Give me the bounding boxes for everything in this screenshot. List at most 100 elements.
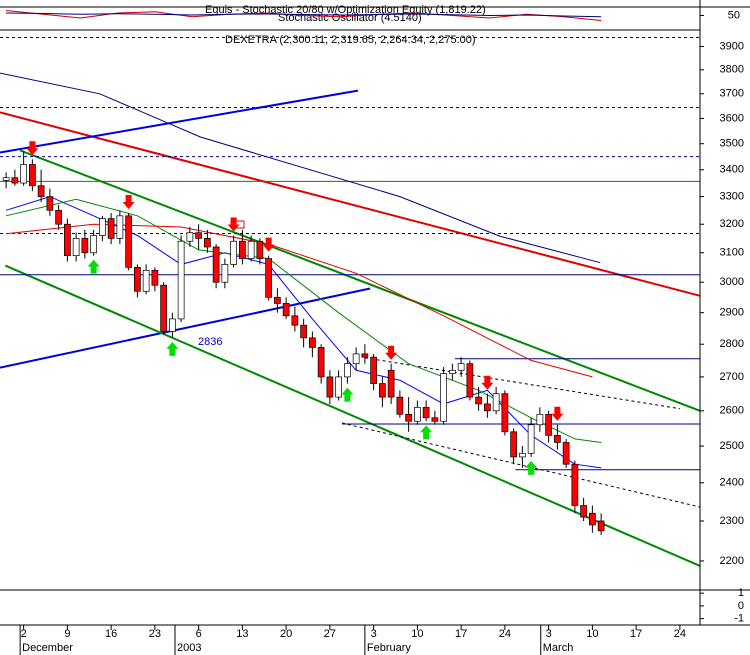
candle-body <box>20 164 27 184</box>
candle-body <box>107 218 115 239</box>
candle-body <box>46 196 54 211</box>
candle-body <box>597 520 605 532</box>
candle-body <box>431 417 439 422</box>
candle-body <box>519 452 526 458</box>
x-tick-label: 24 <box>499 628 511 640</box>
candle-body <box>536 413 544 426</box>
candle-body <box>562 442 570 465</box>
y-tick-label: 2400 <box>720 477 744 489</box>
candle-body <box>116 215 124 239</box>
y-tick-label: 3000 <box>720 276 744 288</box>
x-tick-label: 24 <box>674 628 686 640</box>
stochastic-line <box>6 12 602 18</box>
candle-body <box>326 376 334 398</box>
candle-body <box>134 267 141 292</box>
month-label: March <box>543 642 574 654</box>
y-tick-label: 2200 <box>720 555 744 567</box>
y-tick-label: 2600 <box>720 405 744 417</box>
month-label: December <box>22 642 73 654</box>
candle-body <box>370 356 377 384</box>
y-tick-label: 3800 <box>720 64 744 76</box>
y-tick-label: 2800 <box>720 338 744 350</box>
candle-body <box>11 177 19 184</box>
trendline-line <box>19 149 701 412</box>
candle-body <box>352 353 360 365</box>
candle-body <box>457 363 465 371</box>
x-tick-label: 27 <box>324 628 336 640</box>
candle-body <box>204 238 211 248</box>
x-tick-label: 10 <box>586 628 598 640</box>
candle-body <box>99 218 106 236</box>
candle-body <box>55 209 62 225</box>
candle-body <box>510 431 517 458</box>
x-tick-label: 10 <box>411 628 423 640</box>
candle-body <box>265 258 272 298</box>
candle-body <box>230 240 237 265</box>
sell-arrow <box>262 237 275 252</box>
candle-body <box>221 264 229 283</box>
candle-body <box>317 347 325 378</box>
candle-body <box>186 232 194 242</box>
sell-arrow <box>26 141 39 156</box>
candle-body <box>169 318 176 332</box>
candle-body <box>396 396 404 415</box>
candle-body <box>492 393 500 412</box>
annotation: 2836 <box>198 336 222 348</box>
y-tick-label: -1 <box>734 613 744 625</box>
candle-body <box>2 177 10 181</box>
sell-arrow <box>227 217 240 232</box>
month-label: 2003 <box>177 642 201 654</box>
buy-arrow <box>341 387 354 402</box>
buy-arrow <box>87 259 100 274</box>
sell-arrow <box>385 345 398 360</box>
x-tick-label: 13 <box>236 628 248 640</box>
candle-body <box>195 232 202 239</box>
candle-body <box>466 363 474 398</box>
candle-body <box>274 296 281 304</box>
x-tick-label: 6 <box>196 628 202 640</box>
candle-body <box>37 185 45 197</box>
candle-body <box>142 269 150 292</box>
y-tick-label: 50 <box>728 9 740 21</box>
candle-body <box>177 240 185 320</box>
candle-body <box>501 393 509 433</box>
candle-body <box>247 240 255 259</box>
trendline-line <box>0 287 371 369</box>
buy-arrow <box>525 460 538 475</box>
y-tick-label: 3900 <box>720 40 744 52</box>
candle-body <box>589 512 596 526</box>
x-tick-label: 17 <box>455 628 467 640</box>
candle-body <box>309 337 316 348</box>
candle-body <box>212 246 220 283</box>
y-tick-label: 3700 <box>720 88 744 100</box>
y-tick-label: 3500 <box>720 138 744 150</box>
y-tick-label: 3100 <box>720 247 744 259</box>
dashed-line <box>341 422 701 508</box>
trendline-line <box>0 89 359 154</box>
candle-body <box>379 383 386 398</box>
dashed-line <box>364 357 680 410</box>
plot-layer <box>0 37 701 567</box>
candle-body <box>81 238 89 254</box>
candle-body <box>484 403 491 412</box>
y-tick-label: 2300 <box>720 515 744 527</box>
candle-body <box>239 240 246 259</box>
candle-body <box>344 363 351 378</box>
candle-body <box>554 434 561 443</box>
price-title: DEXETRA (2,300.11, 2,319.65, 2,264.34, 2… <box>225 34 476 46</box>
buy-arrow <box>420 425 433 440</box>
x-tick-label: 3 <box>546 628 552 640</box>
x-tick-label: 3 <box>371 628 377 640</box>
candle-body <box>125 215 132 268</box>
candle-body <box>449 369 456 374</box>
candle-body <box>160 284 167 332</box>
candle-body <box>291 315 299 326</box>
y-tick-label: 2500 <box>720 440 744 452</box>
average-line <box>0 72 601 264</box>
buy-arrow <box>166 341 179 356</box>
x-tick-label: 17 <box>630 628 642 640</box>
candle-body <box>405 413 412 422</box>
sell-arrow <box>481 375 494 390</box>
candle-body <box>90 235 97 254</box>
